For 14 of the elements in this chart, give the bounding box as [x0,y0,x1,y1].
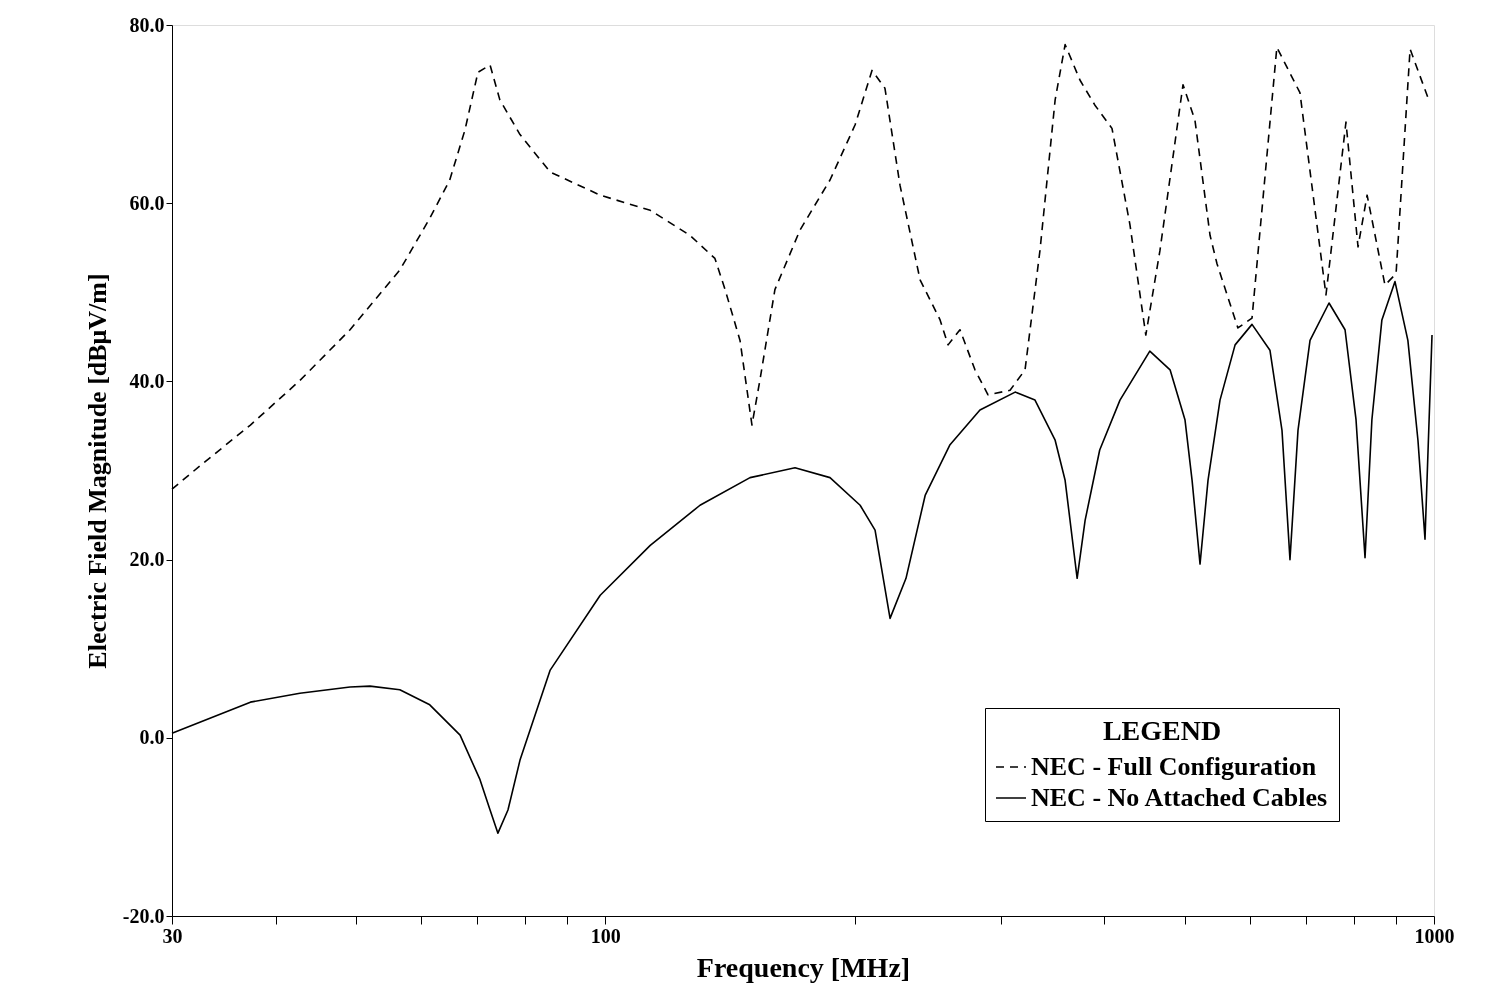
y-tick-label: 60.0 [129,191,165,214]
legend-label: NEC - Full Configuration [1031,752,1317,781]
legend-label: NEC - No Attached Cables [1031,783,1328,812]
x-tick-label: 100 [590,924,621,947]
x-axis-title: Frequency [MHz] [696,951,911,983]
legend-title: LEGEND [1102,715,1222,746]
y-tick-label: 0.0 [139,726,165,749]
y-tick-label: 40.0 [129,369,165,392]
x-tick-label: 30 [162,924,183,947]
y-tick-label: 20.0 [129,548,165,571]
x-tick-label: 1000 [1414,924,1455,947]
y-tick-label: -20.0 [122,904,165,927]
y-tick-label: 80.0 [129,13,165,36]
y-axis-title: Electric Field Magnitude [dBμV/m] [82,273,112,669]
